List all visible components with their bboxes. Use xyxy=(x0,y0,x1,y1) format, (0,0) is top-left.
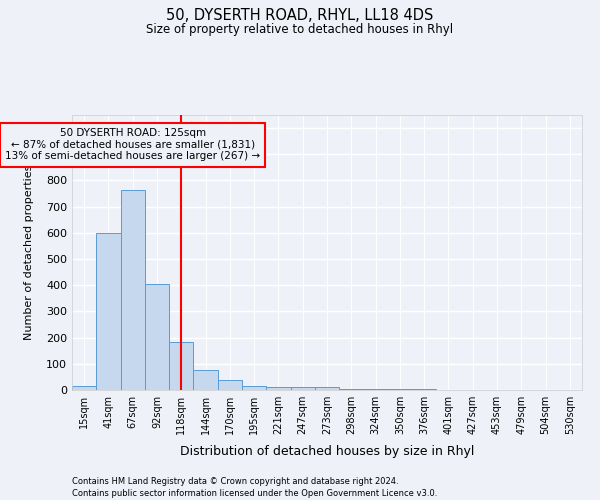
Bar xyxy=(121,190,145,390)
Bar xyxy=(290,388,315,390)
Text: 50, DYSERTH ROAD, RHYL, LL18 4DS: 50, DYSERTH ROAD, RHYL, LL18 4DS xyxy=(166,8,434,22)
Text: Contains public sector information licensed under the Open Government Licence v3: Contains public sector information licen… xyxy=(72,489,437,498)
Bar xyxy=(364,389,388,390)
Bar xyxy=(339,388,364,390)
Bar xyxy=(242,386,266,390)
Bar xyxy=(218,380,242,390)
Bar xyxy=(72,386,96,390)
Y-axis label: Number of detached properties: Number of detached properties xyxy=(23,165,34,340)
Bar xyxy=(266,387,290,390)
Text: Contains HM Land Registry data © Crown copyright and database right 2024.: Contains HM Land Registry data © Crown c… xyxy=(72,478,398,486)
Bar xyxy=(145,284,169,390)
Bar xyxy=(193,370,218,390)
Bar xyxy=(169,342,193,390)
X-axis label: Distribution of detached houses by size in Rhyl: Distribution of detached houses by size … xyxy=(180,446,474,458)
Text: Size of property relative to detached houses in Rhyl: Size of property relative to detached ho… xyxy=(146,22,454,36)
Text: 50 DYSERTH ROAD: 125sqm
← 87% of detached houses are smaller (1,831)
13% of semi: 50 DYSERTH ROAD: 125sqm ← 87% of detache… xyxy=(5,128,260,162)
Bar xyxy=(315,387,339,390)
Bar xyxy=(96,233,121,390)
